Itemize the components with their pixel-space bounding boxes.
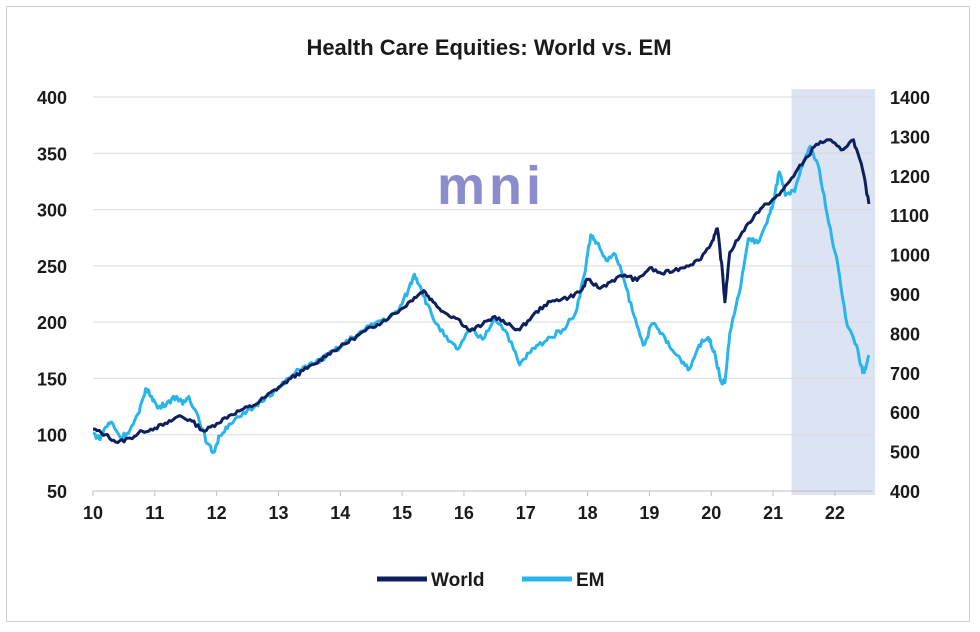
mni-watermark: mni <box>437 156 545 216</box>
x-tick-label: 21 <box>763 503 783 523</box>
series-layer <box>92 138 871 455</box>
right-tick-label: 600 <box>890 403 920 423</box>
x-tick-label: 16 <box>454 503 474 523</box>
chart-frame: mni Health Care Equities: World vs. EM 4… <box>6 6 970 622</box>
x-tick-label: 15 <box>392 503 412 523</box>
x-tick-label: 17 <box>516 503 536 523</box>
right-tick-label: 1300 <box>890 127 930 147</box>
x-tick-label: 19 <box>639 503 659 523</box>
x-tick-label: 18 <box>578 503 598 523</box>
left-tick-label: 150 <box>37 369 67 389</box>
left-tick-label: 200 <box>37 313 67 333</box>
chart-title: Health Care Equities: World vs. EM <box>306 35 671 60</box>
right-tick-label: 1200 <box>890 167 930 187</box>
left-tick-label: 50 <box>47 482 67 502</box>
left-tick-label: 350 <box>37 144 67 164</box>
right-axis-labels: 1400 1300 1200 1100 1000 900 800 700 600 500 400 <box>890 88 930 502</box>
right-tick-label: 900 <box>890 285 920 305</box>
chart-svg: mni Health Care Equities: World vs. EM 4… <box>37 35 930 591</box>
x-tick-label: 11 <box>145 503 164 523</box>
series-line-em <box>92 144 871 455</box>
right-tick-label: 700 <box>890 364 920 384</box>
x-tick-label: 12 <box>207 503 227 523</box>
x-tick-label: 13 <box>268 503 288 523</box>
shaded-period-region <box>791 89 876 495</box>
left-axis-labels: 400 350 300 250 200 150 100 50 <box>37 88 67 502</box>
left-tick-label: 100 <box>37 426 67 446</box>
legend-label-world: World <box>431 570 484 591</box>
legend-label-em: EM <box>576 570 605 591</box>
series-line-world <box>93 138 871 445</box>
left-tick-label: 250 <box>37 257 67 277</box>
right-tick-label: 400 <box>890 482 920 502</box>
right-tick-label: 1400 <box>890 88 930 108</box>
left-tick-label: 300 <box>37 201 67 221</box>
right-tick-label: 500 <box>890 443 920 463</box>
right-tick-label: 1100 <box>890 206 929 226</box>
x-tick-label: 10 <box>83 503 103 523</box>
gridlines <box>93 96 872 436</box>
x-tick-label: 14 <box>330 503 350 523</box>
x-tick-label: 20 <box>701 503 721 523</box>
x-tick-label: 22 <box>825 503 845 523</box>
legend: World EM <box>377 570 605 591</box>
x-axis-labels: 10 11 12 13 14 15 16 17 18 19 20 21 22 <box>83 491 845 523</box>
left-tick-label: 400 <box>37 88 67 108</box>
right-tick-label: 800 <box>890 324 920 344</box>
right-tick-label: 1000 <box>890 246 930 266</box>
